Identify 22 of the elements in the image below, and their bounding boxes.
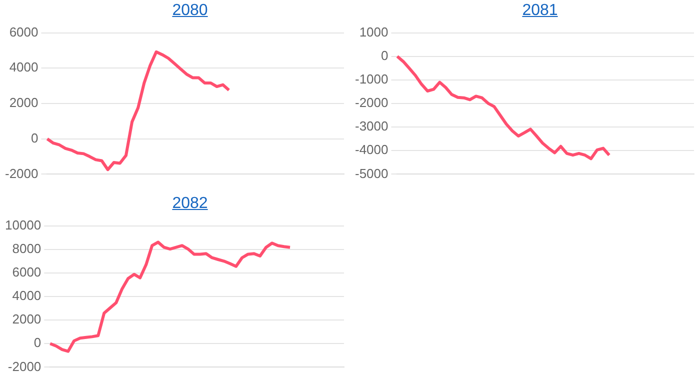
y-tick-label: 0 [34, 335, 42, 350]
y-tick-label: 0 [381, 48, 388, 63]
y-tick-label: 4000 [12, 288, 42, 304]
y-tick-label: 2000 [9, 95, 38, 110]
y-tick-label: 8000 [12, 240, 42, 256]
y-tick-label: -2000 [355, 95, 388, 110]
y-tick-label: 0 [31, 130, 38, 146]
y-tick-label: -4000 [355, 142, 388, 158]
chart-title: 2081 [521, 1, 559, 21]
y-tick-label: -2000 [8, 358, 42, 372]
y-tick-label: -1000 [355, 72, 388, 87]
y-tick-label: -2000 [5, 166, 38, 181]
y-tick-label: 1000 [359, 24, 388, 40]
y-tick-label: -5000 [355, 166, 388, 181]
y-tick-label: 10000 [4, 217, 42, 232]
chart-title: 2082 [171, 194, 209, 214]
y-tick-label: 4000 [9, 60, 38, 75]
y-tick-label: -3000 [355, 118, 388, 134]
y-tick-label: 2000 [12, 312, 42, 327]
y-tick-label: 6000 [9, 24, 38, 40]
y-tick-label: 6000 [12, 264, 42, 280]
chart-title: 2080 [171, 1, 209, 21]
